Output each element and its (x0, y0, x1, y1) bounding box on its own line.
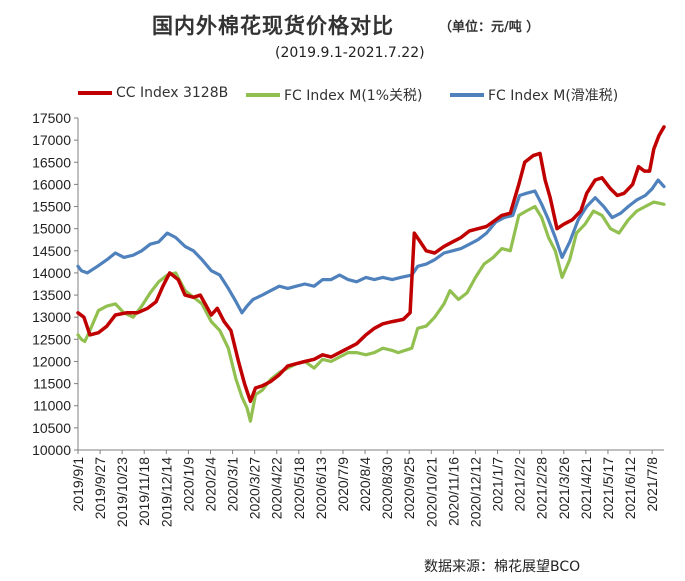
x-tick-label: 2020/4/22 (269, 457, 285, 519)
chart-subtitle: (2019.9.1-2021.7.22) (275, 45, 425, 61)
x-tick-label: 2020/8/30 (379, 457, 395, 519)
x-tick-label: 2019/9/1 (70, 457, 86, 512)
x-tick-label: 2021/3/26 (556, 457, 572, 519)
legend-item-fc-index-1pct: FC Index M(1%关税) (246, 85, 422, 105)
x-tick-label: 2019/9/27 (92, 457, 108, 519)
x-tick-label: 2021/6/12 (622, 457, 638, 519)
x-tick-label: 2021/5/17 (600, 457, 616, 519)
x-tick-label: 2019/12/14 (158, 457, 174, 527)
y-tick-label: 14500 (32, 243, 71, 259)
x-tick-label: 2020/9/25 (401, 457, 417, 519)
x-tick-label: 2021/7/8 (644, 457, 660, 512)
chart-title: 国内外棉花现货价格对比 (152, 14, 394, 38)
series-lines (76, 125, 666, 423)
y-tick-label: 15500 (32, 199, 71, 215)
legend-item-fc-index-sliding: FC Index M(滑准税) (450, 85, 618, 105)
x-tick-label: 2020/3/1 (225, 457, 241, 512)
y-tick-label: 10000 (32, 442, 71, 458)
y-tick-label: 16000 (32, 176, 71, 192)
x-axis: 2019/9/1 2019/9/27 2019/10/23 2019/11/18 201… (70, 449, 664, 527)
series-line-0 (76, 125, 666, 404)
x-tick-label: 2021/1/7 (490, 457, 506, 512)
y-tick-label: 17500 (32, 110, 71, 126)
x-tick-label: 2020/8/4 (357, 457, 373, 512)
y-tick-label: 14000 (32, 265, 71, 281)
x-tick-label: 2019/10/23 (114, 457, 130, 527)
x-tick-label: 2020/12/12 (467, 457, 483, 527)
y-tick-label: 11500 (33, 376, 71, 392)
x-tick-label: 2021/2/2 (512, 457, 528, 512)
x-tick-label: 2020/2/4 (202, 457, 218, 512)
y-tick-label: 16500 (32, 154, 71, 170)
x-tick-label: 2020/5/18 (291, 457, 307, 519)
y-tick-label: 12500 (32, 331, 71, 347)
unit-label: （单位：元/吨 ） (439, 20, 540, 35)
legend-swatch-fc-index-1pct (246, 93, 280, 97)
y-tick-label: 17000 (32, 132, 71, 148)
x-tick-label: 2019/11/18 (136, 457, 152, 526)
x-tick-label: 2020/10/21 (423, 457, 439, 527)
legend-label-fc-index-1pct: FC Index M(1%关税) (284, 88, 423, 104)
x-tick-label: 2020/3/27 (247, 457, 263, 519)
y-axis: 10000 10500 11000 11500 12000 12500 13000 13500… (32, 110, 79, 458)
x-tick-label: 2021/4/21 (578, 457, 594, 519)
legend-label-fc-index-sliding: FC Index M(滑准税) (488, 88, 619, 104)
legend-swatch-cc-index (78, 91, 112, 95)
y-tick-label: 15000 (32, 221, 71, 237)
data-source: 数据来源：棉花展望BCO (424, 559, 581, 575)
y-tick-label: 10500 (32, 420, 71, 436)
y-tick-label: 13500 (32, 287, 71, 303)
x-tick-label: 2020/1/9 (180, 457, 196, 512)
y-tick-label: 11000 (33, 398, 71, 414)
series-line-2 (76, 178, 666, 315)
legend: CC Index 3128B FC Index M(1%关税) FC Index… (78, 85, 678, 107)
x-tick-label: 2020/7/9 (335, 457, 351, 512)
title-row: 国内外棉花现货价格对比 （单位：元/吨 ） (0, 10, 685, 40)
x-tick-label: 2021/2/28 (534, 457, 550, 519)
x-tick-label: 2020/6/13 (313, 457, 329, 519)
y-tick-label: 13000 (32, 309, 71, 325)
legend-item-cc-index: CC Index 3128B (78, 85, 228, 101)
x-tick-label: 2020/11/16 (445, 457, 461, 526)
legend-swatch-fc-index-sliding (450, 93, 484, 97)
y-tick-label: 12000 (32, 353, 71, 369)
legend-label-cc-index: CC Index 3128B (116, 85, 229, 101)
